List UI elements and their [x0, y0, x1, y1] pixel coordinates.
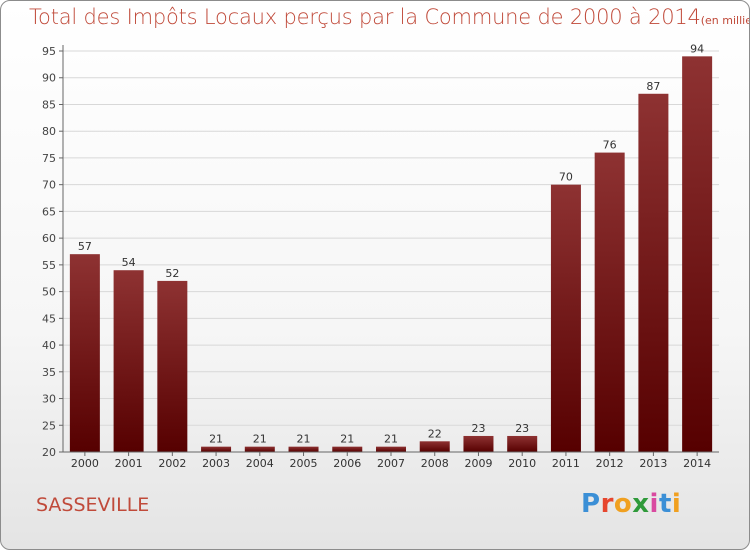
y-tick-label: 65	[42, 205, 56, 218]
y-tick-label: 40	[42, 339, 56, 352]
data-label: 22	[428, 427, 442, 440]
data-label: 70	[559, 171, 573, 184]
commune-name: SASSEVILLE	[36, 494, 150, 516]
data-label: 21	[384, 433, 398, 446]
x-tick-label: 2007	[377, 457, 405, 470]
data-label: 94	[690, 42, 704, 55]
bar-2006	[332, 446, 363, 452]
y-tick-label: 85	[42, 98, 56, 111]
bar-2007	[376, 446, 406, 452]
bar-2010	[507, 435, 538, 452]
bar-2001	[113, 270, 144, 452]
y-tick-label: 30	[42, 393, 56, 406]
data-label: 21	[209, 433, 223, 446]
bar-2002	[157, 280, 188, 452]
chart-title: Total des Impôts Locaux perçus par la Co…	[29, 5, 749, 29]
y-tick-label: 75	[42, 152, 56, 165]
data-label: 76	[603, 139, 617, 152]
data-label: 52	[165, 267, 179, 280]
x-tick-label: 2001	[115, 457, 143, 470]
y-tick-label: 50	[42, 286, 56, 299]
x-tick-label: 2004	[246, 457, 274, 470]
x-tick-label: 2013	[639, 457, 667, 470]
bar-2005	[288, 446, 319, 452]
data-label: 21	[253, 433, 267, 446]
data-label: 21	[297, 433, 311, 446]
y-tick-label: 55	[42, 259, 56, 272]
chart-unit-note: (en milliers d'€)	[700, 14, 749, 27]
y-tick-label: 25	[42, 419, 56, 432]
x-tick-label: 2003	[202, 457, 230, 470]
x-tick-label: 2014	[683, 457, 711, 470]
y-tick-label: 60	[42, 232, 56, 245]
y-tick-label: 95	[42, 45, 56, 58]
x-tick-label: 2005	[290, 457, 318, 470]
data-label: 54	[122, 256, 136, 269]
y-tick-label: 70	[42, 179, 56, 192]
x-tick-label: 2011	[552, 457, 580, 470]
chart-title-main: Total des Impôts Locaux perçus par la Co…	[29, 5, 701, 29]
x-tick-label: 2012	[596, 457, 624, 470]
y-tick-label: 80	[42, 125, 56, 138]
x-tick-label: 2009	[464, 457, 492, 470]
x-tick-label: 2002	[158, 457, 186, 470]
bar-2014	[682, 56, 713, 452]
data-label: 87	[646, 80, 660, 93]
x-tick-label: 2000	[71, 457, 99, 470]
bar-2013	[638, 93, 669, 453]
data-label: 57	[78, 240, 92, 253]
bar-2000	[69, 254, 100, 452]
bar-2008	[419, 441, 450, 452]
data-label: 21	[340, 433, 354, 446]
y-tick-label: 45	[42, 312, 56, 325]
x-tick-label: 2008	[421, 457, 449, 470]
proxiti-logo: Proxiti	[581, 489, 682, 519]
bar-2004	[244, 446, 275, 452]
x-tick-label: 2010	[508, 457, 536, 470]
y-tick-label: 90	[42, 72, 56, 85]
bar-2011	[550, 184, 581, 452]
data-label: 23	[515, 422, 529, 435]
y-tick-label: 35	[42, 366, 56, 379]
data-label: 23	[471, 422, 485, 435]
x-tick-label: 2006	[333, 457, 361, 470]
y-tick-label: 20	[42, 446, 56, 459]
bar-2012	[594, 152, 625, 452]
bar-2009	[463, 435, 494, 452]
bar-2003	[201, 446, 232, 452]
